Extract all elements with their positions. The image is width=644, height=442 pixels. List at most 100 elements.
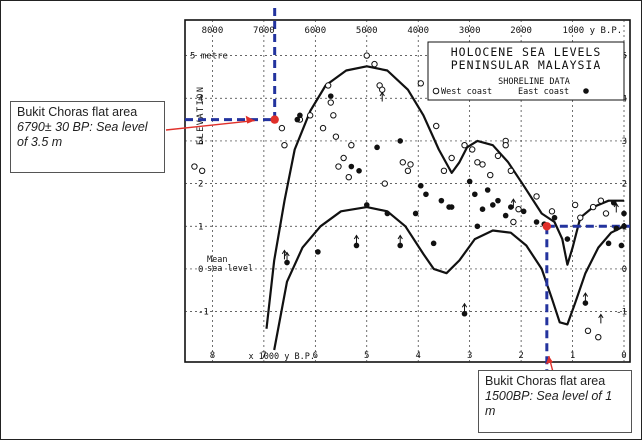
y-tick-left: 4 [198,94,203,104]
y-tick-right: 1 [622,222,627,232]
east-coast-point [397,138,404,144]
east-coast-point [363,202,370,208]
highlight-point [270,115,279,124]
west-coast-point [381,180,388,187]
west-coast-point [577,214,584,221]
top-tick-label: 3000 [459,26,481,36]
east-coast-point [348,163,355,170]
highlight-point [542,222,552,231]
east-coast-point [461,310,468,317]
west-coast-point [510,218,517,226]
callout-arrows [165,115,554,373]
west-coast-point [191,163,198,170]
west-coast-point [469,146,476,153]
callout-arrow-left-head [245,115,255,124]
west-coast-point [345,174,352,181]
legend-marker-east [583,88,589,94]
west-coast-point [571,201,579,209]
east-coast-point [621,210,627,217]
legend-marker-west [432,87,440,95]
west-coast-point [399,159,406,166]
y-tick-right: 3 [622,137,627,147]
west-coast-point [363,52,370,59]
east-coast-point [356,168,362,174]
west-coast-point [306,112,314,119]
west-coast-point [404,167,412,175]
east-coast-point [618,242,625,249]
east-coast-point [508,204,514,210]
west-coast-point [198,167,206,175]
top-tick-label: 8000 [202,26,224,36]
west-coast-point [327,99,334,106]
y-tick-left: 1 [198,222,203,232]
east-coast-point [284,259,290,266]
y-tick-left: 5 metre [190,52,228,62]
plot-border [184,19,631,363]
chart-text: 8000 7000 6000 5000 4000 3000 2000 1000 y B.P.8… [190,26,627,362]
legend-title: SHORELINE DATA [498,77,570,87]
west-coast-point [602,210,610,217]
west-coast-arrow-head [281,249,288,255]
east-coast-point [621,223,627,230]
east-coast-point [484,187,491,193]
bottom-axis-label: x 1000 y B.P. [248,352,315,362]
callout-left: Bukit Choras flat area 6790± 30 BP: Sea … [10,101,165,173]
west-coast-point [371,60,378,68]
bottom-tick-label: 1 [570,351,575,361]
bottom-tick-label: 0 [621,351,626,361]
y-tick-right: 2 [622,180,627,190]
east-coast-point [551,214,558,221]
east-coast-arrow-head [353,234,360,240]
west-coast-point [324,82,332,89]
east-coast-point [490,202,496,208]
top-tick-label: 4000 [407,26,429,36]
west-coast-point [548,208,556,215]
east-coast-point [384,210,391,217]
west-coast-point [494,152,502,160]
east-coast-point [423,191,429,198]
east-coast-arrow-head [598,313,604,319]
west-coast-point [433,122,440,130]
west-coast-point [597,197,605,204]
callout-left-subtitle: 6790± 30 BP: Sea level of 3.5 m [17,120,148,149]
callout-arrow-left [165,119,255,131]
east-coast-point [610,200,617,206]
west-coast-point [448,154,455,162]
callout-right: Bukit Choras flat area 1500BP: Sea level… [478,370,632,433]
west-coast-arrow-head [510,198,517,203]
west-coast-point [533,193,540,200]
top-tick-label: 6000 [304,26,326,36]
y-tick-left: 2 [198,180,203,190]
west-coast-point [407,161,414,168]
east-coast-point [353,242,360,249]
east-coast-point [479,206,486,212]
east-coast-point [605,240,612,247]
west-coast-point [335,163,342,170]
east-coast-point [448,204,455,210]
top-tick-label: 5000 [356,26,378,36]
west-coast-point [340,154,347,162]
east-coast-point [297,112,303,119]
top-tick-label: 2000 [510,26,532,36]
callout-arrow-right-head [545,356,553,364]
east-coast-point [564,236,571,242]
bottom-tick-label: 7 [261,351,266,361]
east-coast-point [327,93,334,99]
west-coast-point [487,171,494,179]
east-coast-point [438,197,445,204]
west-coast-point [584,327,592,334]
east-coast-point [430,240,437,247]
east-coast-point [613,225,620,232]
data-points [191,52,627,341]
west-coast-point [319,124,327,132]
west-coast-point [479,161,486,168]
y-tick-left: 0 [198,265,203,275]
east-coast-point [374,144,380,151]
east-coast-point [520,208,527,215]
west-coast-point [278,124,286,132]
east-coast-point [533,219,540,225]
east-coast-point [474,223,481,230]
y-tick-left: -1 [198,308,209,318]
y-tick-left: 3 [198,137,203,147]
